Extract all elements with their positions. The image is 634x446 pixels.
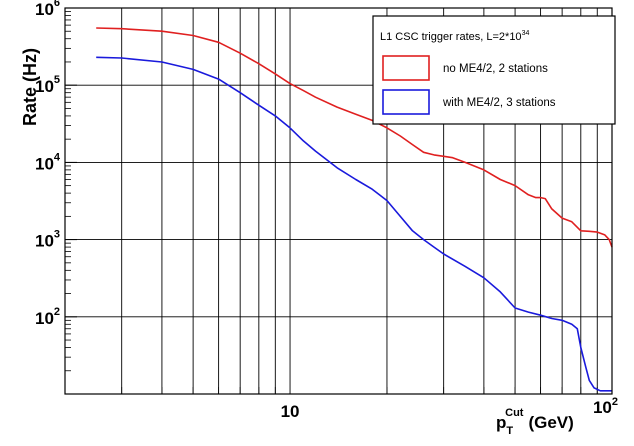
legend-box [372,15,616,125]
y-tick-base: 10 [35,154,54,173]
y-tick-base: 10 [35,77,54,96]
legend-title: L1 CSC trigger rates, L=2*1034 [380,30,529,43]
legend-title-text: L1 CSC trigger rates, L=2*10 [380,31,522,43]
x-tick-base: 10 [281,402,300,421]
y-tick-exponent: 5 [54,74,60,86]
x-tick-label: 102 [593,396,618,417]
y-tick-label: 106 [35,0,60,19]
legend-swatch-with-me42 [382,89,430,115]
x-axis-label-suffix: (GeV) [528,413,573,432]
x-axis-label-subscript: T [506,425,513,437]
legend-swatch-no-me42 [382,55,430,81]
y-tick-label: 103 [35,229,60,251]
legend: L1 CSC trigger rates, L=2*1034 no ME4/2,… [372,15,616,125]
series-line-no-me42 [96,27,613,248]
x-tick-base: 10 [593,398,612,417]
y-tick-exponent: 3 [54,229,60,241]
x-axis-label: pT Cut (GeV) [496,407,574,437]
y-tick-label: 105 [35,74,60,96]
y-tick-base: 10 [35,232,54,251]
x-axis-label-prefix: p [496,413,506,432]
y-tick-base: 10 [35,0,54,19]
x-tick-exponent: 2 [612,396,618,408]
series-layer [96,27,613,392]
y-tick-base: 10 [35,309,54,328]
y-tick-exponent: 6 [54,0,60,9]
legend-title-exponent: 34 [522,30,530,37]
y-tick-label: 104 [35,151,61,173]
x-tick-label: 10 [281,402,300,421]
y-tick-label: 102 [35,306,60,328]
y-tick-exponent: 2 [54,306,60,318]
y-axis-label: Rate (Hz) [20,48,40,126]
plot-frame [64,7,613,395]
y-tick-exponent: 4 [54,151,61,163]
legend-label-no-me42: no ME4/2, 2 stations [443,63,548,75]
x-axis-label-superscript: Cut [505,407,524,419]
legend-label-with-me42: with ME4/2, 3 stations [442,97,556,109]
series-line-with-me42 [96,56,612,392]
